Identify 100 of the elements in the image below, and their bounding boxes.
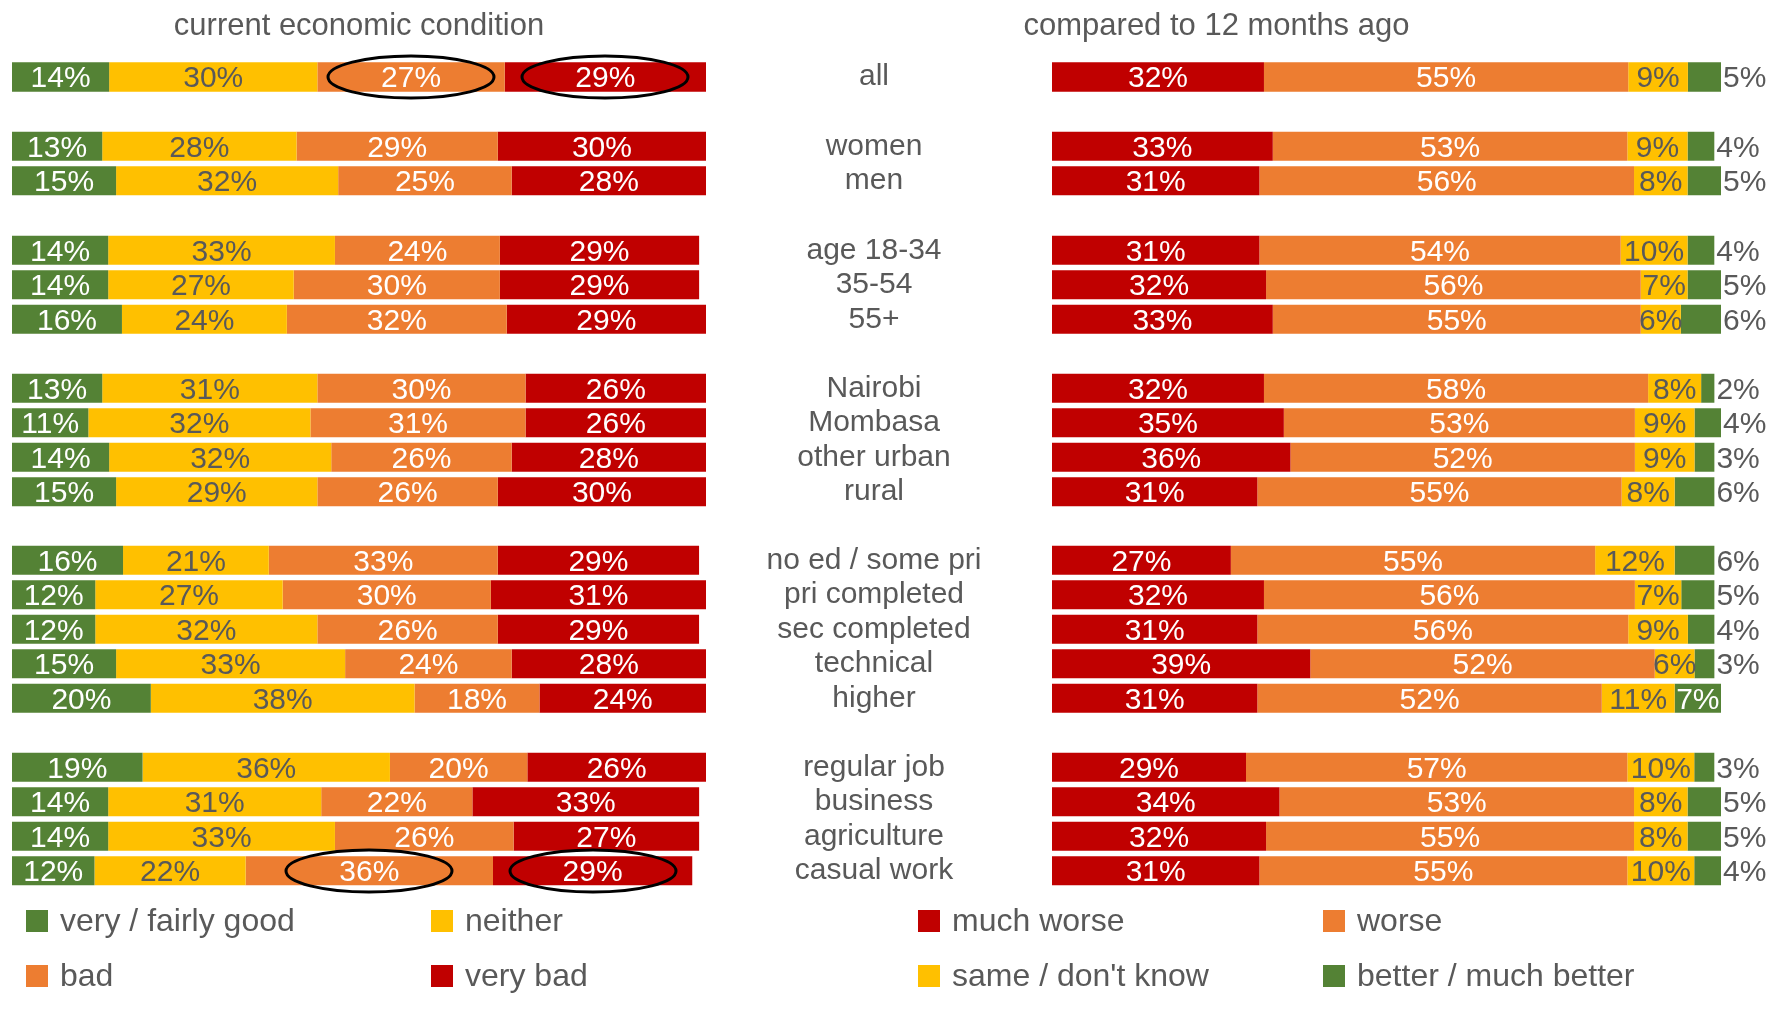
bar (1052, 649, 1311, 679)
data-label: 7% (1636, 578, 1680, 612)
data-label: 10% (1630, 854, 1691, 888)
data-label: 54% (1410, 233, 1471, 267)
bar (102, 131, 297, 161)
bar (1272, 131, 1628, 161)
bar (1687, 821, 1721, 851)
data-label: 55% (1409, 474, 1470, 508)
data-label: 55% (1416, 60, 1477, 94)
legend-label: neither (465, 902, 563, 939)
bar (1052, 787, 1280, 817)
bar (108, 787, 322, 817)
bar (108, 235, 335, 265)
data-label: 30% (391, 371, 452, 405)
data-label: 31% (184, 785, 245, 819)
bar (109, 62, 318, 92)
bar (296, 131, 498, 161)
bar (1052, 476, 1258, 506)
data-label: 15% (34, 164, 95, 198)
data-label: 6% (1723, 302, 1767, 336)
legend-label: bad (60, 957, 114, 994)
bar (1052, 683, 1258, 713)
data-label: 34% (1135, 785, 1196, 819)
legend-label: very bad (465, 957, 588, 994)
bar (1687, 787, 1721, 817)
bar (116, 649, 346, 679)
bar (497, 476, 706, 506)
data-label: 36% (339, 854, 400, 888)
data-label: 39% (1151, 647, 1212, 681)
data-label: 13% (27, 129, 88, 163)
bar (1259, 856, 1628, 886)
data-label: 24% (387, 233, 448, 267)
data-label: 56% (1412, 612, 1473, 646)
data-label: 29% (562, 854, 623, 888)
data-label: 52% (1399, 681, 1460, 715)
bar (1052, 752, 1247, 782)
data-label: 24% (592, 681, 653, 715)
bar (108, 269, 294, 299)
data-label: 29% (568, 612, 629, 646)
y-tick-label: rural (843, 472, 905, 506)
bar (1674, 476, 1715, 506)
data-label: 26% (377, 612, 438, 646)
bar (1052, 614, 1258, 644)
data-label: 5% (1716, 578, 1760, 612)
bar (1257, 683, 1602, 713)
bar (1283, 407, 1635, 437)
data-label: 31% (568, 578, 629, 612)
data-label: 16% (37, 543, 98, 577)
bar (1052, 407, 1284, 437)
bar (1052, 304, 1273, 334)
data-label: 28% (578, 164, 639, 198)
data-label: 31% (1124, 474, 1185, 508)
bar (1052, 166, 1260, 196)
data-label: 29% (367, 129, 428, 163)
data-label: 14% (30, 233, 91, 267)
bar (1687, 166, 1721, 196)
y-tick-label: no ed / some pri (766, 541, 982, 575)
data-label: 14% (30, 60, 91, 94)
data-label: 27% (170, 267, 231, 301)
data-label: 24% (174, 302, 235, 336)
data-label: 27% (1111, 543, 1172, 577)
data-label: 30% (571, 129, 632, 163)
data-label: 55% (1413, 854, 1474, 888)
data-label: 13% (27, 371, 88, 405)
bar (1694, 856, 1721, 886)
data-label: 26% (391, 440, 452, 474)
bar (116, 476, 318, 506)
data-label: 10% (1624, 233, 1685, 267)
bar (490, 580, 706, 610)
data-label: 58% (1426, 371, 1487, 405)
data-label: 4% (1716, 612, 1760, 646)
data-label: 29% (569, 267, 630, 301)
bar (1257, 614, 1629, 644)
data-label: 15% (34, 647, 95, 681)
data-label: 12% (23, 854, 84, 888)
data-label: 14% (30, 785, 91, 819)
data-label: 55% (1426, 302, 1487, 336)
data-label: 29% (575, 60, 636, 94)
data-label: 3% (1716, 440, 1760, 474)
bar (1687, 269, 1721, 299)
bar (1310, 649, 1655, 679)
data-label: 14% (30, 267, 91, 301)
data-label: 57% (1406, 750, 1467, 784)
data-label: 32% (1129, 267, 1190, 301)
data-label: 33% (1132, 129, 1193, 163)
bar (1694, 752, 1715, 782)
data-label: 33% (353, 543, 414, 577)
bar (1687, 235, 1715, 265)
data-label: 16% (36, 302, 97, 336)
bar (142, 752, 390, 782)
data-label: 11% (1609, 681, 1668, 715)
data-label: 38% (252, 681, 313, 715)
y-tick-label: business (814, 783, 934, 817)
data-label: 25% (394, 164, 455, 198)
data-label: 32% (176, 612, 237, 646)
y-tick-label: Nairobi (826, 369, 922, 403)
data-label: 31% (179, 371, 240, 405)
data-label: 12% (23, 578, 84, 612)
data-label: 9% (1636, 60, 1680, 94)
data-label: 31% (1125, 233, 1186, 267)
